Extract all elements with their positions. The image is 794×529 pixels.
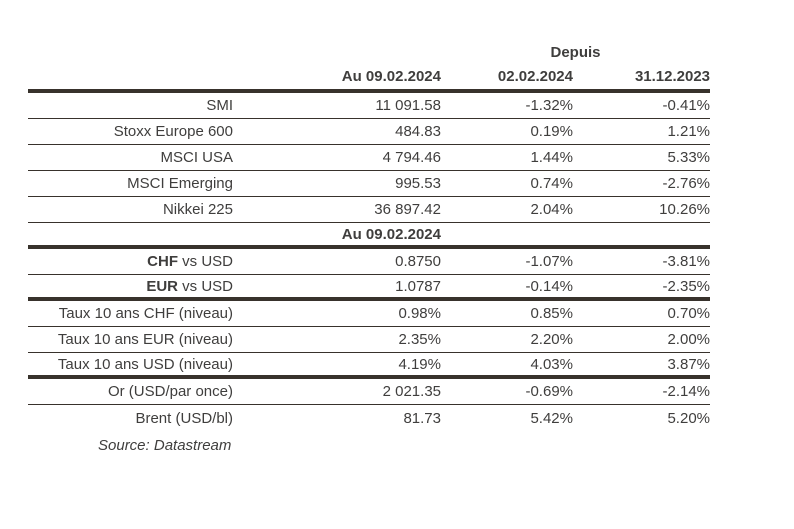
table-row-nikkei: Nikkei 225 36 897.42 2.04% 10.26% bbox=[28, 196, 711, 223]
row-label: Nikkei 225 bbox=[28, 196, 233, 223]
row-chg-ytd: 3.87% bbox=[573, 352, 711, 379]
row-value: 81.73 bbox=[403, 409, 441, 427]
empty-cell bbox=[28, 64, 233, 93]
row-label: Brent (USD/bl) bbox=[135, 409, 233, 427]
currency-code: CHF bbox=[147, 253, 178, 270]
row-chg-ytd: 2.00% bbox=[573, 326, 711, 353]
table-row-msci-emerging: MSCI Emerging 995.53 0.74% -2.76% bbox=[28, 170, 711, 197]
row-label: Taux 10 ans CHF (niveau) bbox=[28, 299, 233, 327]
row-value: 484.83 bbox=[233, 118, 441, 145]
empty-cell bbox=[441, 222, 573, 249]
row-chg-ytd: -2.35% bbox=[573, 274, 711, 301]
table-row-chf-usd: CHF vs USD 0.8750 -1.07% -3.81% bbox=[28, 247, 711, 275]
empty-cell bbox=[28, 222, 233, 249]
row-chg-week: 0.85% bbox=[441, 299, 573, 327]
row-chg-week: -0.14% bbox=[441, 274, 573, 301]
row-label: Taux 10 ans EUR (niveau) bbox=[28, 326, 233, 353]
column-header-value-date: Au 09.02.2024 bbox=[233, 64, 441, 93]
row-label: SMI bbox=[28, 91, 233, 119]
empty-cell bbox=[28, 40, 233, 64]
row-chg-ytd: -2.76% bbox=[573, 170, 711, 197]
market-data-table: Depuis Au 09.02.2024 02.02.2024 31.12.20… bbox=[28, 40, 711, 432]
row-chg-week: 1.44% bbox=[441, 144, 573, 171]
row-chg-ytd: 5.33% bbox=[573, 144, 711, 171]
row-label: Or (USD/par once) bbox=[28, 377, 233, 405]
fx-section-header: Au 09.02.2024 bbox=[233, 222, 441, 249]
row-value: 995.53 bbox=[233, 170, 441, 197]
table-row-smi: SMI 11 091.58 -1.32% -0.41% bbox=[28, 91, 711, 119]
table-row-brent: Brent (USD/bl) 81.73 5.42% 5.20% bbox=[28, 405, 710, 432]
row-label: Stoxx Europe 600 bbox=[28, 118, 233, 145]
table-row-gold: Or (USD/par once) 2 021.35 -0.69% -2.14% bbox=[28, 377, 711, 405]
row-value: 2.35% bbox=[233, 326, 441, 353]
row-chg-ytd: 1.21% bbox=[573, 118, 711, 145]
row-label: MSCI USA bbox=[28, 144, 233, 171]
header-row-columns: Au 09.02.2024 02.02.2024 31.12.2023 bbox=[28, 64, 711, 93]
table-row-rate-chf: Taux 10 ans CHF (niveau) 0.98% 0.85% 0.7… bbox=[28, 299, 711, 327]
table-row-eur-usd: EUR vs USD 1.0787 -0.14% -2.35% bbox=[28, 274, 711, 301]
row-chg-week: 0.74% bbox=[441, 170, 573, 197]
row-chg-ytd: 0.70% bbox=[573, 299, 711, 327]
row-chg-week: 2.20% bbox=[441, 326, 573, 353]
row-chg-week: 2.04% bbox=[441, 196, 573, 223]
row-value: 36 897.42 bbox=[233, 196, 441, 223]
currency-pair-rest: vs USD bbox=[182, 253, 233, 270]
row-chg-week: -1.32% bbox=[441, 91, 573, 119]
empty-cell bbox=[233, 40, 441, 64]
row-value: 4 794.46 bbox=[233, 144, 441, 171]
row-value: 2 021.35 bbox=[233, 377, 441, 405]
row-chg-ytd: 5.20% bbox=[667, 409, 711, 427]
section-header-row-fx: Au 09.02.2024 bbox=[28, 222, 711, 249]
row-chg-week: 5.42% bbox=[530, 409, 573, 427]
currency-pair-rest: vs USD bbox=[182, 277, 233, 295]
row-label: Taux 10 ans USD (niveau) bbox=[28, 352, 233, 379]
market-summary-document: Depuis Au 09.02.2024 02.02.2024 31.12.20… bbox=[28, 40, 711, 454]
row-chg-week: -1.07% bbox=[441, 247, 573, 275]
table-row-rate-usd: Taux 10 ans USD (niveau) 4.19% 4.03% 3.8… bbox=[28, 352, 711, 379]
currency-code: EUR bbox=[146, 277, 178, 295]
row-value: 4.19% bbox=[233, 352, 441, 379]
table-row-rate-eur: Taux 10 ans EUR (niveau) 2.35% 2.20% 2.0… bbox=[28, 326, 711, 353]
row-chg-week: 0.19% bbox=[441, 118, 573, 145]
column-header-since-ytd: 31.12.2023 bbox=[573, 64, 711, 93]
source-note: Source: Datastream bbox=[98, 437, 232, 454]
table-row-msci-usa: MSCI USA 4 794.46 1.44% 5.33% bbox=[28, 144, 711, 171]
row-chg-week: -0.69% bbox=[441, 377, 573, 405]
column-header-since-week: 02.02.2024 bbox=[441, 64, 573, 93]
row-value: 0.98% bbox=[233, 299, 441, 327]
row-label: MSCI Emerging bbox=[28, 170, 233, 197]
row-chg-ytd: -0.41% bbox=[573, 91, 711, 119]
row-chg-ytd: -3.81% bbox=[573, 247, 711, 275]
row-label: EUR vs USD bbox=[28, 274, 233, 301]
row-value: 1.0787 bbox=[233, 274, 441, 301]
row-chg-ytd: -2.14% bbox=[573, 377, 711, 405]
row-value: 0.8750 bbox=[233, 247, 441, 275]
header-row-depuis: Depuis bbox=[28, 40, 710, 64]
empty-cell bbox=[573, 222, 711, 249]
depuis-header: Depuis bbox=[550, 43, 601, 61]
row-value: 11 091.58 bbox=[233, 91, 441, 119]
table-row-stoxx: Stoxx Europe 600 484.83 0.19% 1.21% bbox=[28, 118, 711, 145]
row-label: CHF vs USD bbox=[28, 247, 233, 275]
row-chg-week: 4.03% bbox=[441, 352, 573, 379]
row-chg-ytd: 10.26% bbox=[573, 196, 711, 223]
